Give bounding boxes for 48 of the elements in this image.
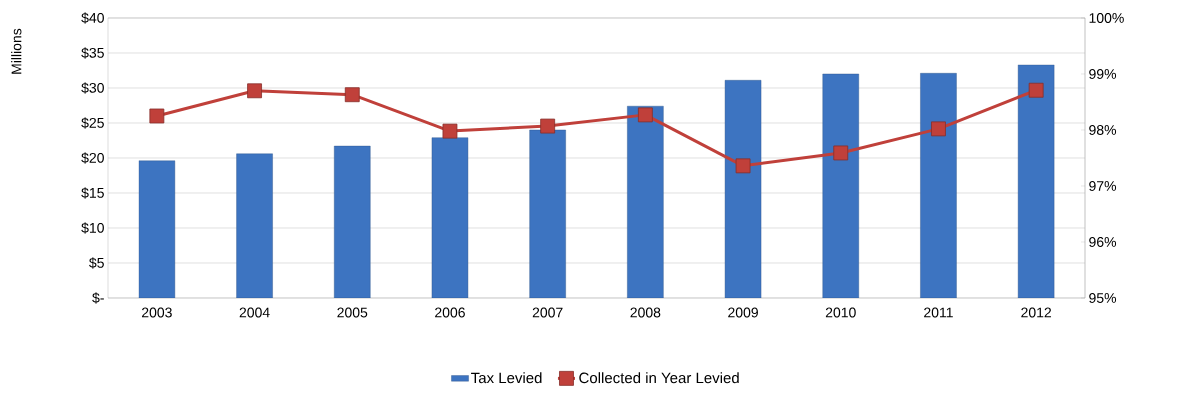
y-tick-label: $40 [81,12,104,24]
x-tick-label: 2006 [435,307,465,318]
bar [529,129,566,298]
y2-tick-label: 97% [1089,181,1117,191]
y-tick-label: $25 [81,117,104,129]
x-tick-label: 2009 [728,307,758,318]
y-tick-label: $- [92,292,104,304]
point [149,108,165,124]
point [637,107,653,123]
x-tick-label: 2007 [532,307,563,318]
bar [822,73,859,298]
x-tick-label: 2003 [142,307,172,318]
y-tick-label: $5 [89,257,104,269]
bar [920,73,957,298]
point [344,87,360,103]
x-tick-label: 2008 [630,307,661,318]
point [540,118,556,134]
point [833,145,849,161]
y-tick-label: $15 [81,187,104,199]
y-tick-label: $20 [81,152,104,164]
point [442,123,458,139]
x-tick-label: 2011 [924,307,953,318]
point [735,158,751,174]
y2-tick-label: 98% [1089,125,1117,135]
x-tick-label: 2005 [337,307,368,318]
bar [334,145,371,298]
bar [724,80,762,298]
y-axis-title: Millions [11,28,22,74]
y-tick-label: $10 [81,222,104,234]
point [931,121,946,137]
y2-tick-label: 95% [1089,293,1117,303]
bar [138,160,176,298]
y-tick-label: $35 [81,47,104,59]
point [1028,82,1044,98]
x-tick-label: 2010 [825,307,856,318]
bar [236,153,273,298]
bar [1017,64,1055,298]
point [247,83,262,99]
bar [431,137,469,298]
legend-label: Collected in Year Levied [579,372,739,384]
x-tick-label: 2004 [239,307,270,318]
y2-tick-label: 99% [1089,69,1117,79]
legend-label: Tax Levied [471,372,542,384]
y-tick-label: $30 [81,82,104,94]
y2-tick-label: 100% [1089,13,1124,23]
bar [627,105,664,298]
x-tick-label: 2012 [1021,307,1052,318]
y2-tick-label: 96% [1089,237,1117,247]
